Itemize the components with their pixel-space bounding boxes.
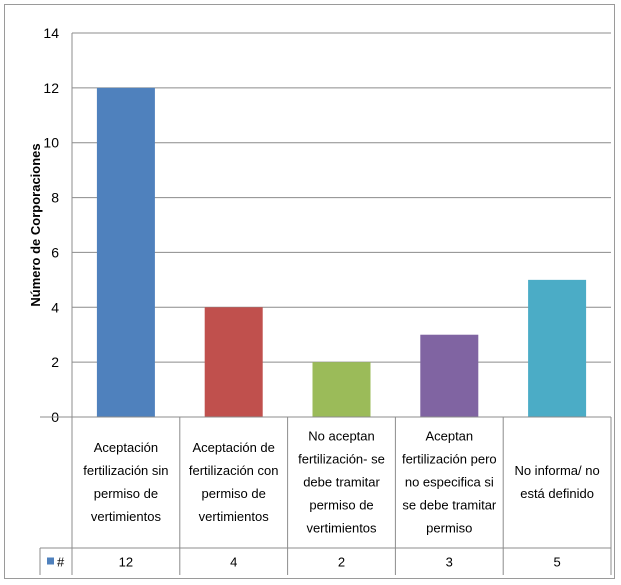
y-tick-label: 14 xyxy=(43,25,59,41)
data-table-value: 3 xyxy=(446,555,453,570)
data-table-value: 2 xyxy=(338,555,345,570)
category-label: Aceptación fertilización sin permiso de ver… xyxy=(83,440,168,524)
data-table-value: 5 xyxy=(553,555,560,570)
legend-swatch xyxy=(47,557,54,565)
bar xyxy=(96,87,155,417)
y-tick-label: 2 xyxy=(51,354,59,370)
y-tick-label: 8 xyxy=(51,190,59,206)
bar xyxy=(528,279,587,417)
y-tick-label: 10 xyxy=(43,135,59,151)
y-tick-label: 6 xyxy=(51,244,59,260)
category-label: No aceptan fertilización- se debe tramitar… xyxy=(298,429,385,536)
bar xyxy=(420,334,479,417)
data-table-value: 4 xyxy=(230,555,237,570)
y-tick-label: 4 xyxy=(51,299,59,315)
y-tick-label: 12 xyxy=(43,80,59,96)
data-table-value: 12 xyxy=(119,555,133,570)
category-label: Aceptación de fertilización con permiso de… xyxy=(189,440,279,524)
category-label: Aceptan fertilización pero no especifica s… xyxy=(402,429,497,536)
y-axis-title: Número de Corporaciones xyxy=(28,143,43,306)
legend-series-name: # xyxy=(57,555,65,570)
bar xyxy=(312,362,371,417)
bar xyxy=(204,307,263,417)
category-label: No informa/ no está definido xyxy=(514,463,599,501)
